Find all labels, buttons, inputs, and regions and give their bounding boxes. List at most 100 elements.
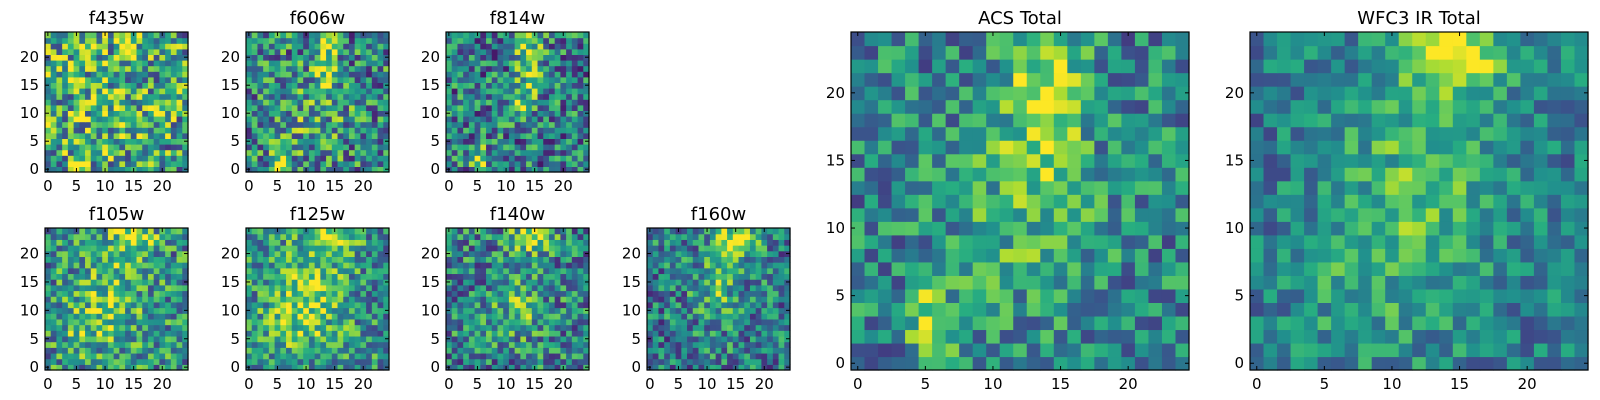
heatmap-cell bbox=[986, 234, 1001, 249]
heatmap-cell bbox=[297, 93, 304, 100]
heatmap-cell bbox=[878, 248, 893, 263]
heatmap-cell bbox=[125, 88, 132, 95]
heatmap-cell bbox=[257, 267, 264, 275]
heatmap-cell bbox=[354, 116, 361, 123]
heatmap-cell bbox=[314, 267, 321, 275]
heatmap-cell bbox=[508, 307, 516, 314]
heatmap-cell bbox=[62, 54, 69, 61]
heatmap-cell bbox=[343, 121, 350, 128]
heatmap-cell bbox=[159, 273, 166, 280]
heatmap-cell bbox=[280, 110, 287, 117]
heatmap-cell bbox=[142, 267, 149, 275]
heatmap-cell bbox=[246, 88, 253, 95]
heatmap-cell bbox=[147, 239, 155, 246]
heatmap-cell bbox=[1013, 248, 1028, 263]
heatmap-cell bbox=[537, 296, 544, 303]
heatmap-cell bbox=[732, 250, 740, 257]
heatmap-cell bbox=[366, 116, 373, 123]
heatmap-cell bbox=[709, 279, 717, 286]
heatmap-cell bbox=[755, 284, 762, 292]
heatmap-cell bbox=[360, 76, 367, 83]
heatmap-cell bbox=[85, 93, 92, 100]
heatmap-cell bbox=[520, 341, 527, 348]
heatmap-cell bbox=[749, 262, 757, 269]
heatmap-cell bbox=[761, 301, 768, 309]
heatmap-cell bbox=[326, 233, 333, 240]
heatmap-cell bbox=[107, 127, 115, 134]
heatmap-cell bbox=[878, 234, 893, 249]
heatmap-cell bbox=[497, 228, 504, 235]
heatmap-cell bbox=[508, 341, 516, 348]
heatmap-cell bbox=[257, 279, 264, 286]
heatmap-cell bbox=[147, 228, 155, 235]
heatmap-cell bbox=[972, 275, 987, 290]
heatmap-cell bbox=[878, 194, 893, 209]
heatmap-cell bbox=[554, 347, 561, 354]
heatmap-cell bbox=[343, 324, 350, 331]
heatmap-cell bbox=[1053, 329, 1068, 344]
heatmap-cell bbox=[257, 37, 264, 44]
heatmap-cell bbox=[520, 364, 527, 371]
heatmap-cell bbox=[246, 160, 253, 167]
heatmap-cell bbox=[125, 76, 132, 83]
heatmap-cell bbox=[153, 32, 160, 39]
heatmap-cell bbox=[864, 288, 879, 303]
heatmap-cell bbox=[119, 341, 126, 348]
heatmap-cell bbox=[170, 104, 178, 111]
heatmap-cell bbox=[297, 318, 304, 326]
heatmap-cell bbox=[280, 324, 287, 331]
heatmap-cell bbox=[314, 341, 321, 348]
heatmap-cell bbox=[280, 296, 287, 303]
heatmap-cell bbox=[165, 335, 172, 343]
heatmap-cell bbox=[348, 262, 356, 269]
heatmap-cell bbox=[669, 296, 677, 303]
heatmap-cell bbox=[297, 54, 304, 61]
heatmap-cell bbox=[320, 279, 327, 286]
heatmap-cell bbox=[864, 356, 879, 371]
heatmap-cell bbox=[257, 116, 264, 123]
heatmap-cell bbox=[503, 301, 510, 309]
heatmap-cell bbox=[543, 341, 550, 348]
heatmap-cell bbox=[119, 160, 126, 167]
heatmap-cell bbox=[692, 290, 700, 297]
heatmap-cell bbox=[147, 364, 155, 371]
heatmap-cell bbox=[337, 290, 344, 297]
heatmap-cell bbox=[1080, 342, 1095, 358]
heatmap-cell bbox=[360, 54, 367, 61]
heatmap-cell bbox=[297, 138, 304, 145]
heatmap-cell bbox=[79, 71, 86, 78]
heatmap-cell bbox=[337, 127, 344, 134]
heatmap-cell bbox=[692, 364, 700, 371]
heatmap-cell bbox=[165, 121, 172, 128]
heatmap-cell bbox=[113, 37, 120, 44]
heatmap-cell bbox=[170, 116, 178, 123]
x-tick-label: 15 bbox=[124, 177, 143, 195]
heatmap-cell bbox=[280, 313, 287, 320]
heatmap-cell bbox=[170, 313, 178, 320]
heatmap-cell bbox=[257, 93, 264, 100]
heatmap-cell bbox=[348, 358, 356, 365]
heatmap-cell bbox=[508, 233, 516, 240]
heatmap-cell bbox=[761, 313, 768, 320]
heatmap-cell bbox=[554, 144, 561, 151]
heatmap-cell bbox=[377, 267, 384, 275]
heatmap-cell bbox=[354, 267, 361, 275]
heatmap-cell bbox=[669, 318, 677, 326]
heatmap-cell bbox=[520, 43, 527, 50]
heatmap-cell bbox=[297, 284, 304, 292]
heatmap-cell bbox=[721, 228, 728, 235]
heatmap-cell bbox=[664, 279, 671, 286]
heatmap-cell bbox=[508, 138, 516, 145]
heatmap-cell bbox=[503, 296, 510, 303]
heatmap-cell bbox=[371, 279, 379, 286]
heatmap-cell bbox=[514, 284, 521, 292]
heatmap-cell bbox=[251, 71, 259, 78]
heatmap-cell bbox=[147, 88, 155, 95]
heatmap-cell bbox=[878, 207, 893, 222]
heatmap-cell bbox=[308, 267, 316, 275]
heatmap-cell bbox=[268, 132, 276, 139]
heatmap-cell bbox=[286, 110, 293, 117]
heatmap-cell bbox=[474, 262, 481, 269]
heatmap-cell bbox=[153, 144, 160, 151]
heatmap-cell bbox=[337, 267, 344, 275]
